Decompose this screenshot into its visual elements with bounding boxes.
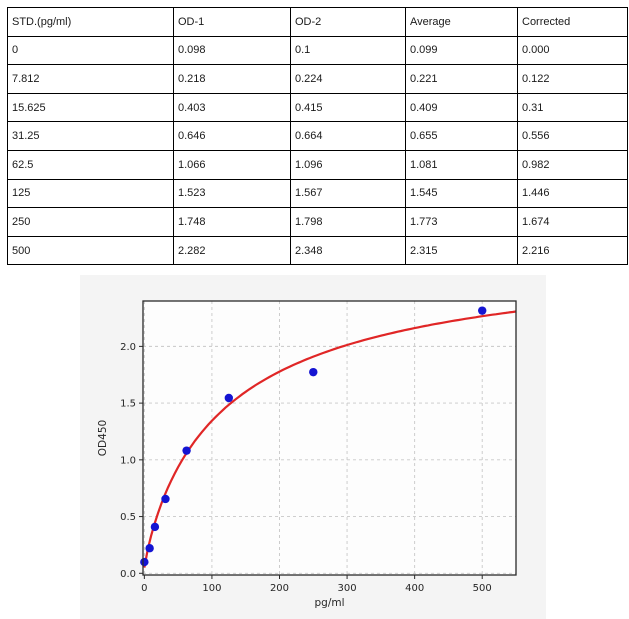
table-cell: 500 xyxy=(7,235,174,266)
table-body: 0 0.098 0.1 0.099 0.000 7.812 0.218 0.224 0.221 0… xyxy=(7,35,628,266)
data-point xyxy=(161,494,170,504)
table-row: 250 1.748 1.798 1.773 1.674 xyxy=(7,207,628,237)
table-row: 62.5 1.066 1.096 1.081 0.982 xyxy=(7,149,628,180)
table-row: 0 0.098 0.1 0.099 0.000 xyxy=(7,35,628,66)
table-cell: 2.348 xyxy=(290,235,406,266)
plot-border xyxy=(142,300,517,576)
table-cell: 1.066 xyxy=(173,149,291,180)
col-header-average: Average xyxy=(405,7,518,37)
table-cell: 1.748 xyxy=(173,207,291,237)
y-axis-label: OD450 xyxy=(97,420,109,456)
table-cell: 0.218 xyxy=(173,64,291,94)
x-tick-label: 400 xyxy=(405,583,424,594)
x-axis-label: pg/ml xyxy=(314,597,344,609)
table-cell: 1.081 xyxy=(405,149,518,180)
table-cell: 2.315 xyxy=(405,235,518,266)
table-cell: 0.1 xyxy=(290,35,406,66)
table-cell: 1.523 xyxy=(173,178,291,209)
standard-curve-figure: 0 100 200 300 400 500 0.0 0.5 1.0 1.5 2.0 pg/ml OD45… xyxy=(80,275,546,619)
data-point xyxy=(478,306,487,315)
table-cell: 1.446 xyxy=(517,178,628,209)
col-header-od1: OD-1 xyxy=(173,7,291,37)
data-point xyxy=(150,522,160,532)
table-cell: 0.655 xyxy=(405,121,518,151)
table-cell: 125 xyxy=(7,178,174,209)
table-cell: 0.221 xyxy=(405,64,518,94)
table-cell: 0.409 xyxy=(405,92,518,123)
table-row: 15.625 0.403 0.415 0.409 0.31 xyxy=(7,92,628,123)
x-tick-label: 300 xyxy=(338,583,357,594)
table-cell: 0.415 xyxy=(290,92,406,123)
col-header-std: STD.(pg/ml) xyxy=(7,7,174,37)
x-tick-label: 0 xyxy=(141,583,147,594)
table-cell: 2.216 xyxy=(517,235,628,266)
table-cell: 0.098 xyxy=(173,35,291,66)
table-cell: 0.982 xyxy=(517,149,628,180)
table-cell: 0.403 xyxy=(173,92,291,123)
table-cell: 0.000 xyxy=(517,35,628,66)
table-cell: 0.31 xyxy=(517,92,628,123)
table-cell: 31.25 xyxy=(7,121,174,151)
fit-curve xyxy=(143,310,517,568)
data-point xyxy=(145,544,154,553)
table-cell: 62.5 xyxy=(7,149,174,180)
y-tick-label: 1.0 xyxy=(120,455,136,466)
table-row: 125 1.523 1.567 1.545 1.446 xyxy=(7,178,628,209)
table-cell: 1.096 xyxy=(290,149,406,180)
table-cell: 0 xyxy=(7,35,174,66)
table-row: 7.812 0.218 0.224 0.221 0.122 xyxy=(7,64,628,94)
table-cell: 250 xyxy=(7,207,174,237)
x-tick-label: 100 xyxy=(202,583,221,594)
table-row: 31.25 0.646 0.664 0.655 0.556 xyxy=(7,121,628,151)
table-cell: 0.664 xyxy=(290,121,406,151)
table-cell: 0.224 xyxy=(290,64,406,94)
col-header-corrected: Corrected xyxy=(517,7,628,37)
chart-canvas: 0 100 200 300 400 500 0.0 0.5 1.0 1.5 2.0 pg/ml OD45… xyxy=(97,300,517,609)
table-cell: 7.812 xyxy=(7,64,174,94)
x-tick-label: 200 xyxy=(270,583,289,594)
y-tick-label: 0.0 xyxy=(120,569,136,580)
standards-table: STD.(pg/ml) OD-1 OD-2 Average Corrected … xyxy=(7,7,628,266)
table-cell: 0.099 xyxy=(405,35,518,66)
table-cell: 15.625 xyxy=(7,92,174,123)
table-cell: 1.773 xyxy=(405,207,518,237)
table-header-row: STD.(pg/ml) OD-1 OD-2 Average Corrected xyxy=(7,7,628,37)
table-cell: 0.556 xyxy=(517,121,628,151)
data-point xyxy=(309,367,318,377)
y-tick-label: 2.0 xyxy=(120,342,136,353)
table-row: 500 2.282 2.348 2.315 2.216 xyxy=(7,235,628,266)
y-tick-label: 0.5 xyxy=(120,512,136,523)
x-tick-label: 500 xyxy=(473,583,492,594)
data-point xyxy=(140,557,149,567)
y-tick-label: 1.5 xyxy=(120,399,136,410)
table-cell: 1.798 xyxy=(290,207,406,237)
table-cell: 0.122 xyxy=(517,64,628,94)
table-cell: 2.282 xyxy=(173,235,291,266)
table-cell: 0.646 xyxy=(173,121,291,151)
col-header-od2: OD-2 xyxy=(290,7,406,37)
data-point xyxy=(224,393,234,403)
table-cell: 1.567 xyxy=(290,178,406,209)
plot-area xyxy=(143,301,516,575)
table-cell: 1.545 xyxy=(405,178,518,209)
data-point xyxy=(182,446,191,455)
table-cell: 1.674 xyxy=(517,207,628,237)
